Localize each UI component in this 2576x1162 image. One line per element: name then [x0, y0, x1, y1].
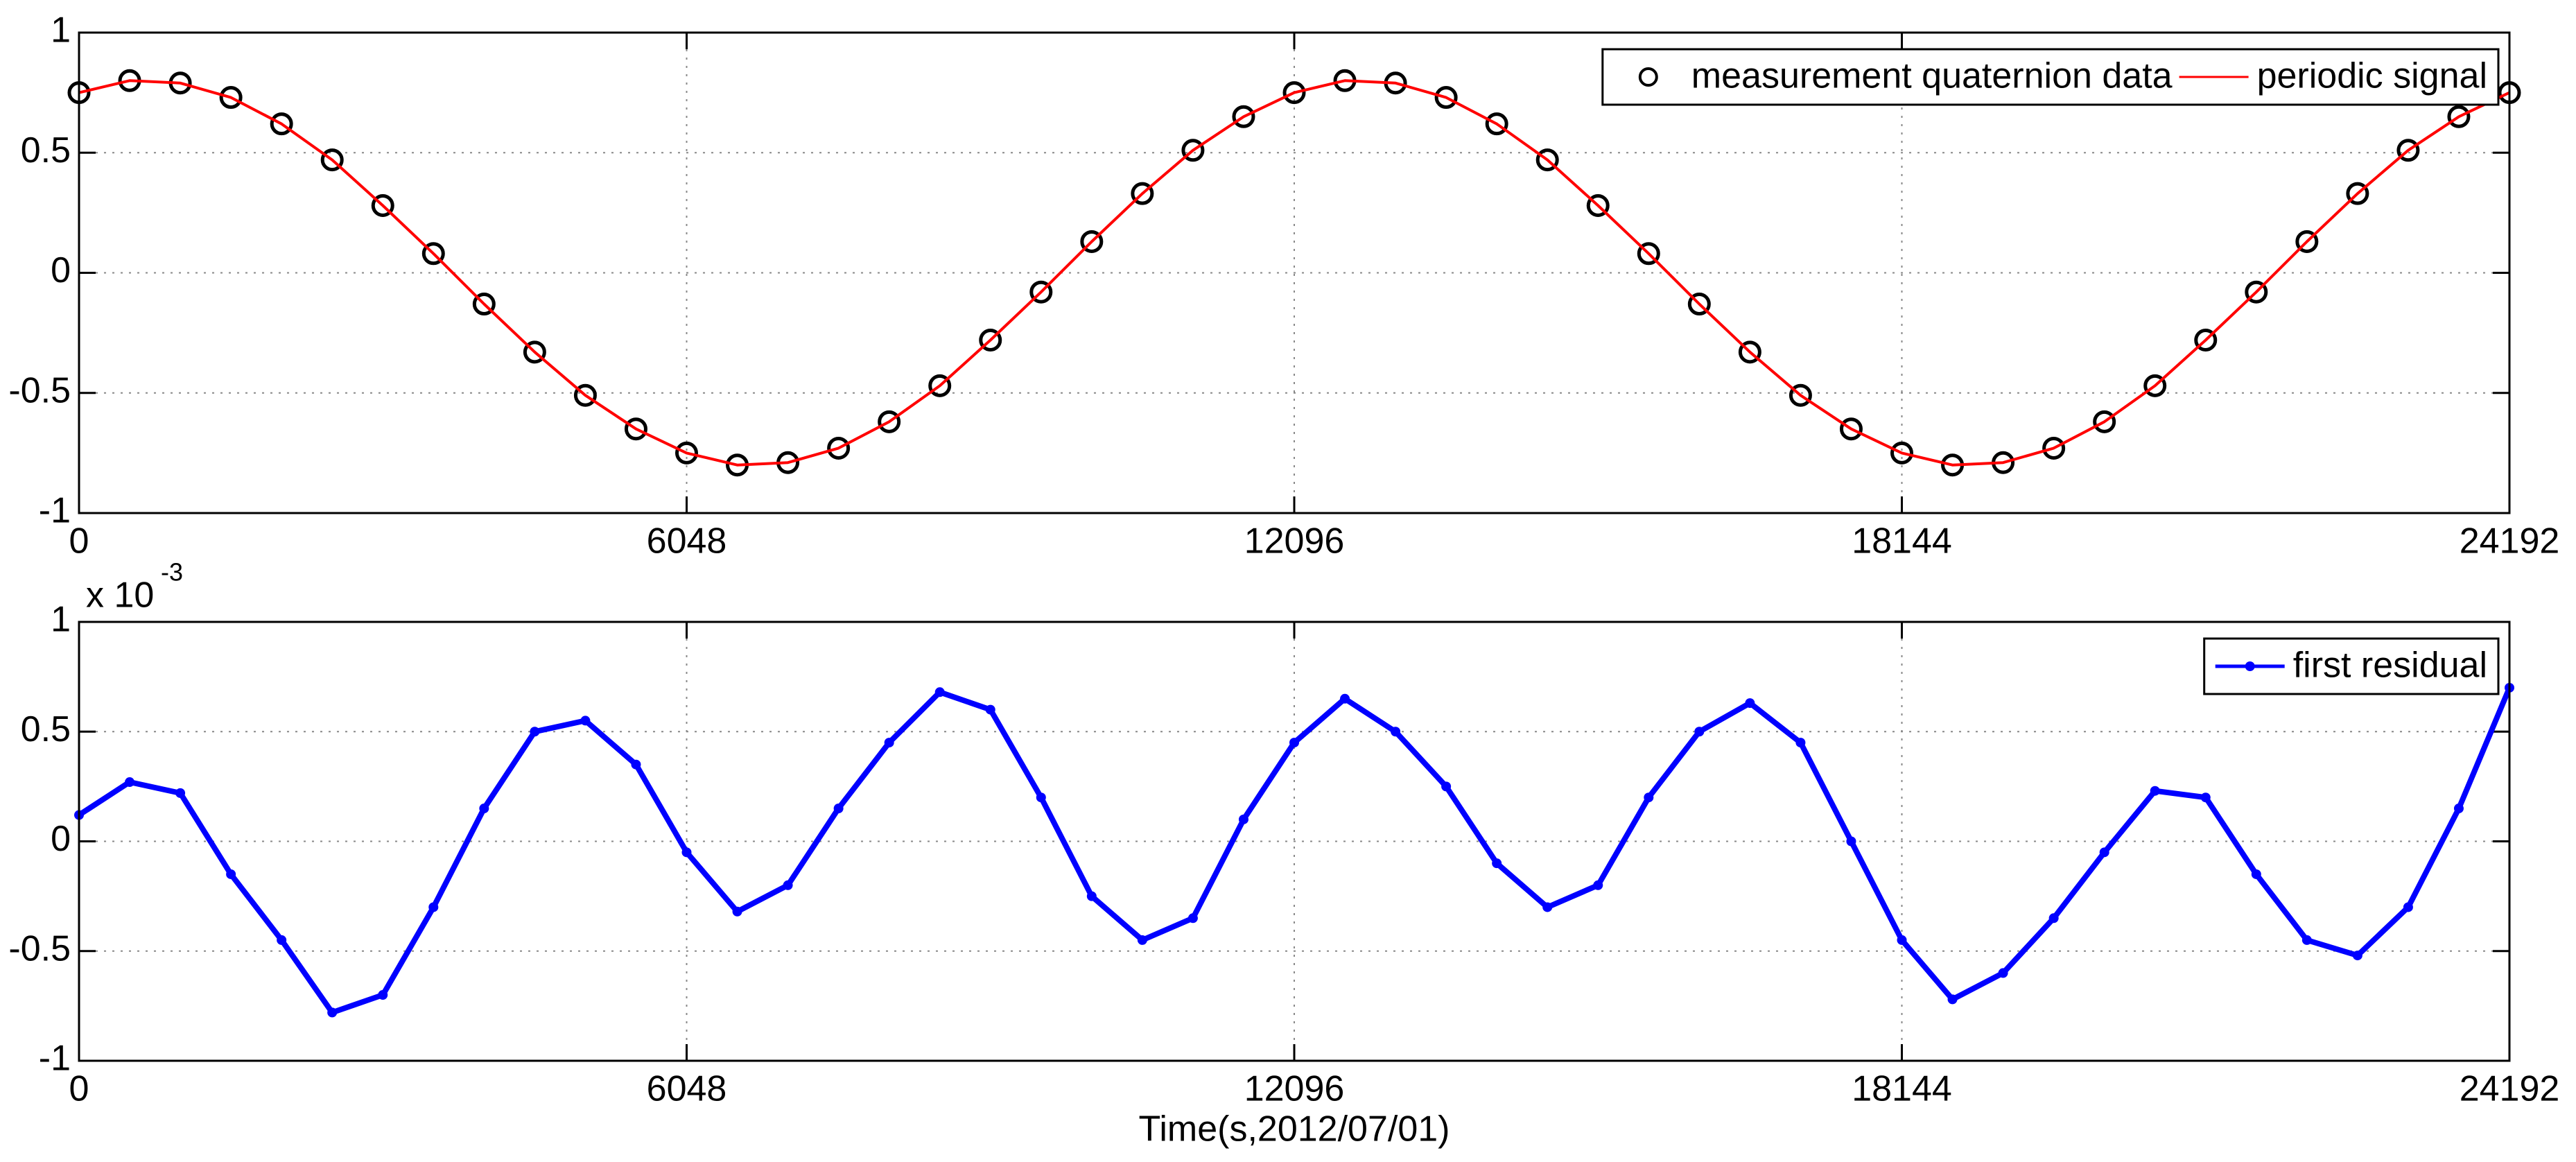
data-point [624, 417, 647, 441]
data-point [2143, 374, 2167, 397]
series-line [77, 686, 2512, 1016]
axes-frame [78, 621, 2511, 1062]
y-tick-label: -0.5 [8, 370, 71, 410]
data-point [979, 329, 1002, 352]
data-point [1131, 182, 1154, 205]
data-point [573, 383, 597, 407]
series-line [78, 79, 2510, 467]
y-multiplier-base: x 10 [86, 575, 154, 616]
data-point [2042, 436, 2066, 460]
data-point [2447, 105, 2471, 128]
data-point [421, 242, 445, 266]
y-multiplier-exponent: -3 [161, 558, 183, 587]
legend-marker [2245, 661, 2255, 671]
data-point [219, 86, 243, 110]
data-point [2346, 182, 2369, 205]
x-axis-label: Time(s,2012/07/01) [1139, 1109, 1450, 1150]
x-tick-label: 24192 [2460, 521, 2560, 562]
y-tick-label: 0.5 [21, 130, 71, 171]
data-point [2245, 280, 2268, 304]
legend-marker [1638, 67, 1658, 87]
x-tick-label: 6048 [647, 521, 727, 562]
data-point [1586, 193, 1610, 217]
legend-item: periodic signal [2179, 56, 2487, 96]
data-point [270, 112, 293, 136]
data-point [320, 148, 344, 172]
y-tick-label: 0 [51, 250, 71, 290]
legend: first residual [2203, 637, 2500, 695]
data-point [1687, 293, 1711, 316]
data-point [2194, 329, 2218, 352]
data-point [1080, 229, 1104, 253]
x-tick-label: 18144 [1852, 521, 1952, 562]
chart-panel: -1 -0.5 0 0.5 1 0 6048 12096 18144 24192 measureme… [8, 10, 2559, 562]
data-point [1789, 383, 1812, 407]
data-point [472, 293, 496, 316]
x-tick-label: 6048 [647, 1069, 727, 1109]
data-point [878, 410, 901, 433]
y-tick-label: -1 [39, 491, 71, 531]
data-point [1535, 148, 1559, 172]
data-point [1890, 441, 1913, 465]
y-tick-label: 0.5 [21, 709, 71, 749]
data-point [1434, 86, 1458, 110]
legend-label: first residual [2293, 645, 2487, 686]
x-tick-label: 12096 [1244, 1069, 1345, 1109]
y-tick-label: 0 [51, 819, 71, 859]
data-point [523, 340, 546, 364]
y-tick-label: 1 [51, 600, 71, 640]
x-tick-label: 18144 [1852, 1069, 1952, 1109]
x-tick-label: 24192 [2460, 1069, 2560, 1109]
legend-label: measurement quaternion data [1691, 56, 2173, 96]
data-point [1738, 340, 1761, 364]
data-point [1637, 242, 1660, 266]
data-point [675, 441, 698, 465]
legend-label: periodic signal [2257, 56, 2487, 96]
x-tick-label: 0 [69, 521, 89, 562]
data-point [1282, 81, 1306, 105]
data-point [2295, 229, 2319, 253]
y-tick-label: 1 [51, 10, 71, 51]
data-point [928, 374, 952, 397]
data-point [1485, 112, 1508, 136]
axes-frame [78, 31, 2511, 514]
x-tick-label: 12096 [1244, 521, 1345, 562]
data-point [1181, 139, 1205, 162]
x-tick-label: 0 [69, 1069, 89, 1109]
y-tick-label: -1 [39, 1039, 71, 1079]
data-point [1839, 417, 1863, 441]
data-point [2093, 410, 2116, 433]
legend-item: first residual [2215, 645, 2487, 686]
data-point [1029, 280, 1053, 304]
legend: measurement quaternion data periodic sign… [1601, 48, 2500, 106]
chart-panel: -1 -0.5 0 0.5 1 0 6048 12096 18144 24192 first res… [8, 600, 2559, 1109]
data-point [827, 436, 851, 460]
legend-box [1601, 48, 2500, 106]
data-point [2396, 139, 2420, 162]
data-point [371, 193, 394, 217]
data-point [1232, 105, 1255, 128]
legend-item: measurement quaternion data [1638, 56, 2173, 96]
y-tick-label: -0.5 [8, 928, 71, 969]
